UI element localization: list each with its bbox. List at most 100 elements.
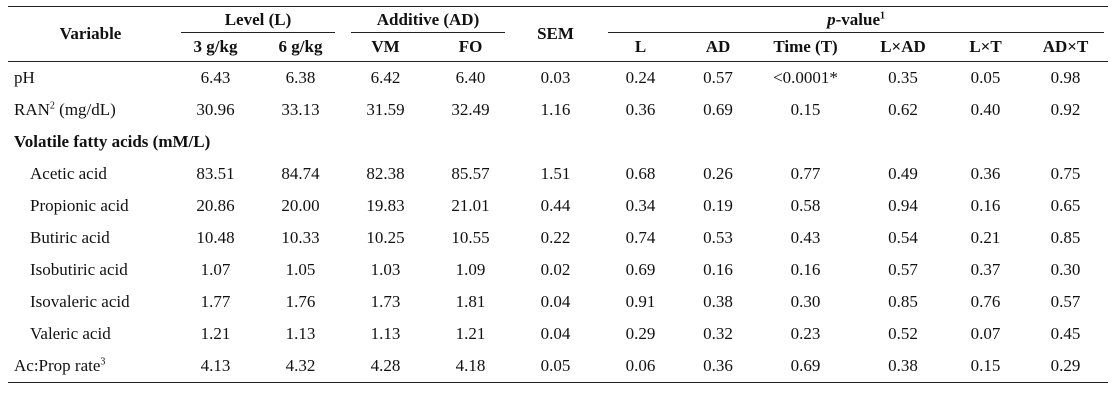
table-cell: 0.85	[1050, 228, 1081, 247]
table-cell: 0.22	[540, 228, 571, 247]
table-cell: 0.62	[888, 100, 918, 119]
table-cell: 0.04	[540, 292, 571, 311]
table-cell: 0.57	[703, 68, 733, 87]
table-cell: 4.18	[428, 350, 514, 383]
table-row: Isovaleric acid 1.77 1.76 1.73 1.81 0.04 0.91 0…	[8, 286, 1108, 318]
table-cell: 0.58	[790, 196, 821, 215]
header-row-2: 3 g/kg 6 g/kg VM FO L AD Time (T) L×AD L…	[8, 33, 1109, 62]
col-p-ad: AD	[683, 33, 754, 62]
table-row: Ac:Prop rate3 4.13 4.32 4.28 4.18 0.05 0…	[8, 350, 1109, 383]
table-cell: 0.16	[703, 260, 733, 279]
row-label: Butiric acid	[30, 228, 110, 247]
table-cell: 1.77	[200, 292, 231, 311]
table-cell: 0.77	[790, 164, 821, 183]
footnote-marker: 3	[100, 356, 106, 368]
table-cell: 0.74	[625, 228, 656, 247]
table-cell: 10.33	[281, 228, 320, 247]
table-cell: 0.16	[970, 196, 1001, 215]
table-cell: 6.38	[285, 68, 316, 87]
pvalue-p: p	[827, 10, 836, 29]
table-cell: 84.74	[281, 164, 320, 183]
table-cell: 0.03	[540, 68, 571, 87]
table-cell: 30.96	[196, 100, 235, 119]
level-header-label: Level (L)	[181, 7, 336, 33]
additive-header: Additive (AD)	[343, 6, 514, 33]
table-cell: 0.26	[703, 164, 733, 183]
table-row: Acetic acid 83.51 84.74 82.38 85.57 1.51 0.68 0…	[8, 158, 1108, 190]
row-label: Acetic acid	[30, 164, 107, 183]
row-label-text: pH	[14, 68, 35, 87]
row-unit: (mg/dL)	[54, 100, 116, 119]
table-cell: 33.13	[281, 100, 320, 119]
variable-header: Variable	[8, 6, 173, 62]
table-cell: 0.19	[703, 196, 733, 215]
table-cell: 6.40	[455, 68, 486, 87]
table-cell: 0.44	[540, 196, 571, 215]
row-label: Valeric acid	[30, 324, 111, 343]
col-p-adxt: AD×T	[1023, 33, 1109, 62]
table-cell: 1.09	[455, 260, 486, 279]
row-label: pH	[8, 62, 173, 95]
table-row: Butiric acid 10.48 10.33 10.25 10.55 0.22 0.74…	[8, 222, 1108, 254]
table-row: RAN2 (mg/dL) 30.96 33.13 31.59 32.49 1.1…	[8, 94, 1108, 126]
section-heading: Volatile fatty acids (mM/L)	[14, 132, 211, 151]
table-cell: 0.36	[683, 350, 754, 383]
table-cell: 1.05	[285, 260, 316, 279]
table-cell: 1.13	[370, 324, 401, 343]
table-cell: 31.59	[366, 100, 405, 119]
vfa-rows: Acetic acid 83.51 84.74 82.38 85.57 1.51 0.68 0…	[8, 158, 1108, 350]
table-row: pH 6.43 6.38 6.42 6.40 0.03 0.24 0.57 <0…	[8, 62, 1108, 95]
table-cell: 0.38	[858, 350, 949, 383]
table-cell: 0.36	[625, 100, 656, 119]
table-cell: 0.23	[790, 324, 821, 343]
table-cell: 10.55	[451, 228, 490, 247]
table-cell: 1.07	[200, 260, 231, 279]
table-cell: 32.49	[451, 100, 490, 119]
table-cell: 0.21	[970, 228, 1001, 247]
table-cell: 0.69	[753, 350, 859, 383]
table-row: Isobutiric acid 1.07 1.05 1.03 1.09 0.02 0.69 0…	[8, 254, 1108, 286]
results-table: Variable Level (L) Additive (AD) SEM p-v…	[8, 6, 1109, 383]
table-cell: 0.91	[625, 292, 656, 311]
table-cell: 0.32	[703, 324, 733, 343]
row-label-text: RAN	[14, 100, 50, 119]
additive-header-label: Additive (AD)	[351, 7, 506, 33]
footnote-marker: 2	[49, 100, 55, 112]
section-row: Volatile fatty acids (mM/L)	[8, 126, 1108, 158]
table-cell: 0.24	[625, 68, 656, 87]
table-cell: 0.65	[1050, 196, 1081, 215]
table-cell: 1.03	[370, 260, 401, 279]
table-cell: 0.29	[1023, 350, 1109, 383]
table-cell: 10.48	[196, 228, 235, 247]
table-cell: 1.51	[540, 164, 571, 183]
header-row-1: Variable Level (L) Additive (AD) SEM p-v…	[8, 6, 1109, 62]
row-label-text: Ac:Prop rate	[14, 356, 101, 375]
table-row: Propionic acid 20.86 20.00 19.83 21.01 0.44 0.…	[8, 190, 1108, 222]
table-cell: 0.57	[888, 260, 918, 279]
table-cell: 1.81	[455, 292, 486, 311]
pvalue-header-label: p-value1	[608, 7, 1105, 33]
table-cell: 1.21	[200, 324, 231, 343]
pvalue-suffix: -value	[835, 10, 880, 29]
table-cell: 20.00	[281, 196, 320, 215]
table-cell: <0.0001*	[773, 68, 838, 87]
table-cell: 0.15	[948, 350, 1024, 383]
table-cell: 0.05	[970, 68, 1001, 87]
col-p-time: Time (T)	[753, 33, 859, 62]
row-label: Isobutiric acid	[30, 260, 128, 279]
table-cell: 0.15	[790, 100, 821, 119]
table-cell: 4.13	[173, 350, 258, 383]
table-cell: 10.25	[366, 228, 405, 247]
table-cell: 0.52	[888, 324, 918, 343]
table-cell: 0.75	[1050, 164, 1081, 183]
table-cell: 0.40	[970, 100, 1001, 119]
table-cell: 20.86	[196, 196, 235, 215]
table-cell: 0.34	[625, 196, 656, 215]
table-cell: 0.45	[1050, 324, 1081, 343]
col-fo: FO	[428, 33, 514, 62]
table-cell: 0.16	[790, 260, 821, 279]
table-cell: 0.29	[625, 324, 656, 343]
table-cell: 0.98	[1050, 68, 1081, 87]
table-cell: 0.69	[703, 100, 733, 119]
